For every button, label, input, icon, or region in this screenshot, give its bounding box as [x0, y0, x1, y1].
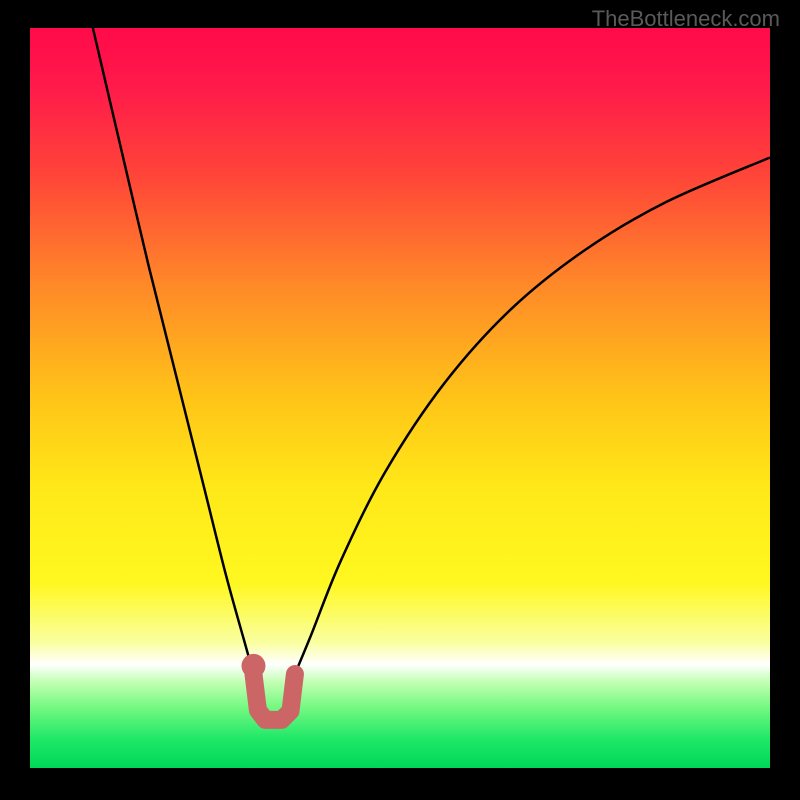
- chart-svg: [0, 0, 800, 800]
- bottleneck-chart: TheBottleneck.com: [0, 0, 800, 800]
- bottleneck-marker-dot: [241, 654, 265, 678]
- watermark-text: TheBottleneck.com: [592, 6, 780, 32]
